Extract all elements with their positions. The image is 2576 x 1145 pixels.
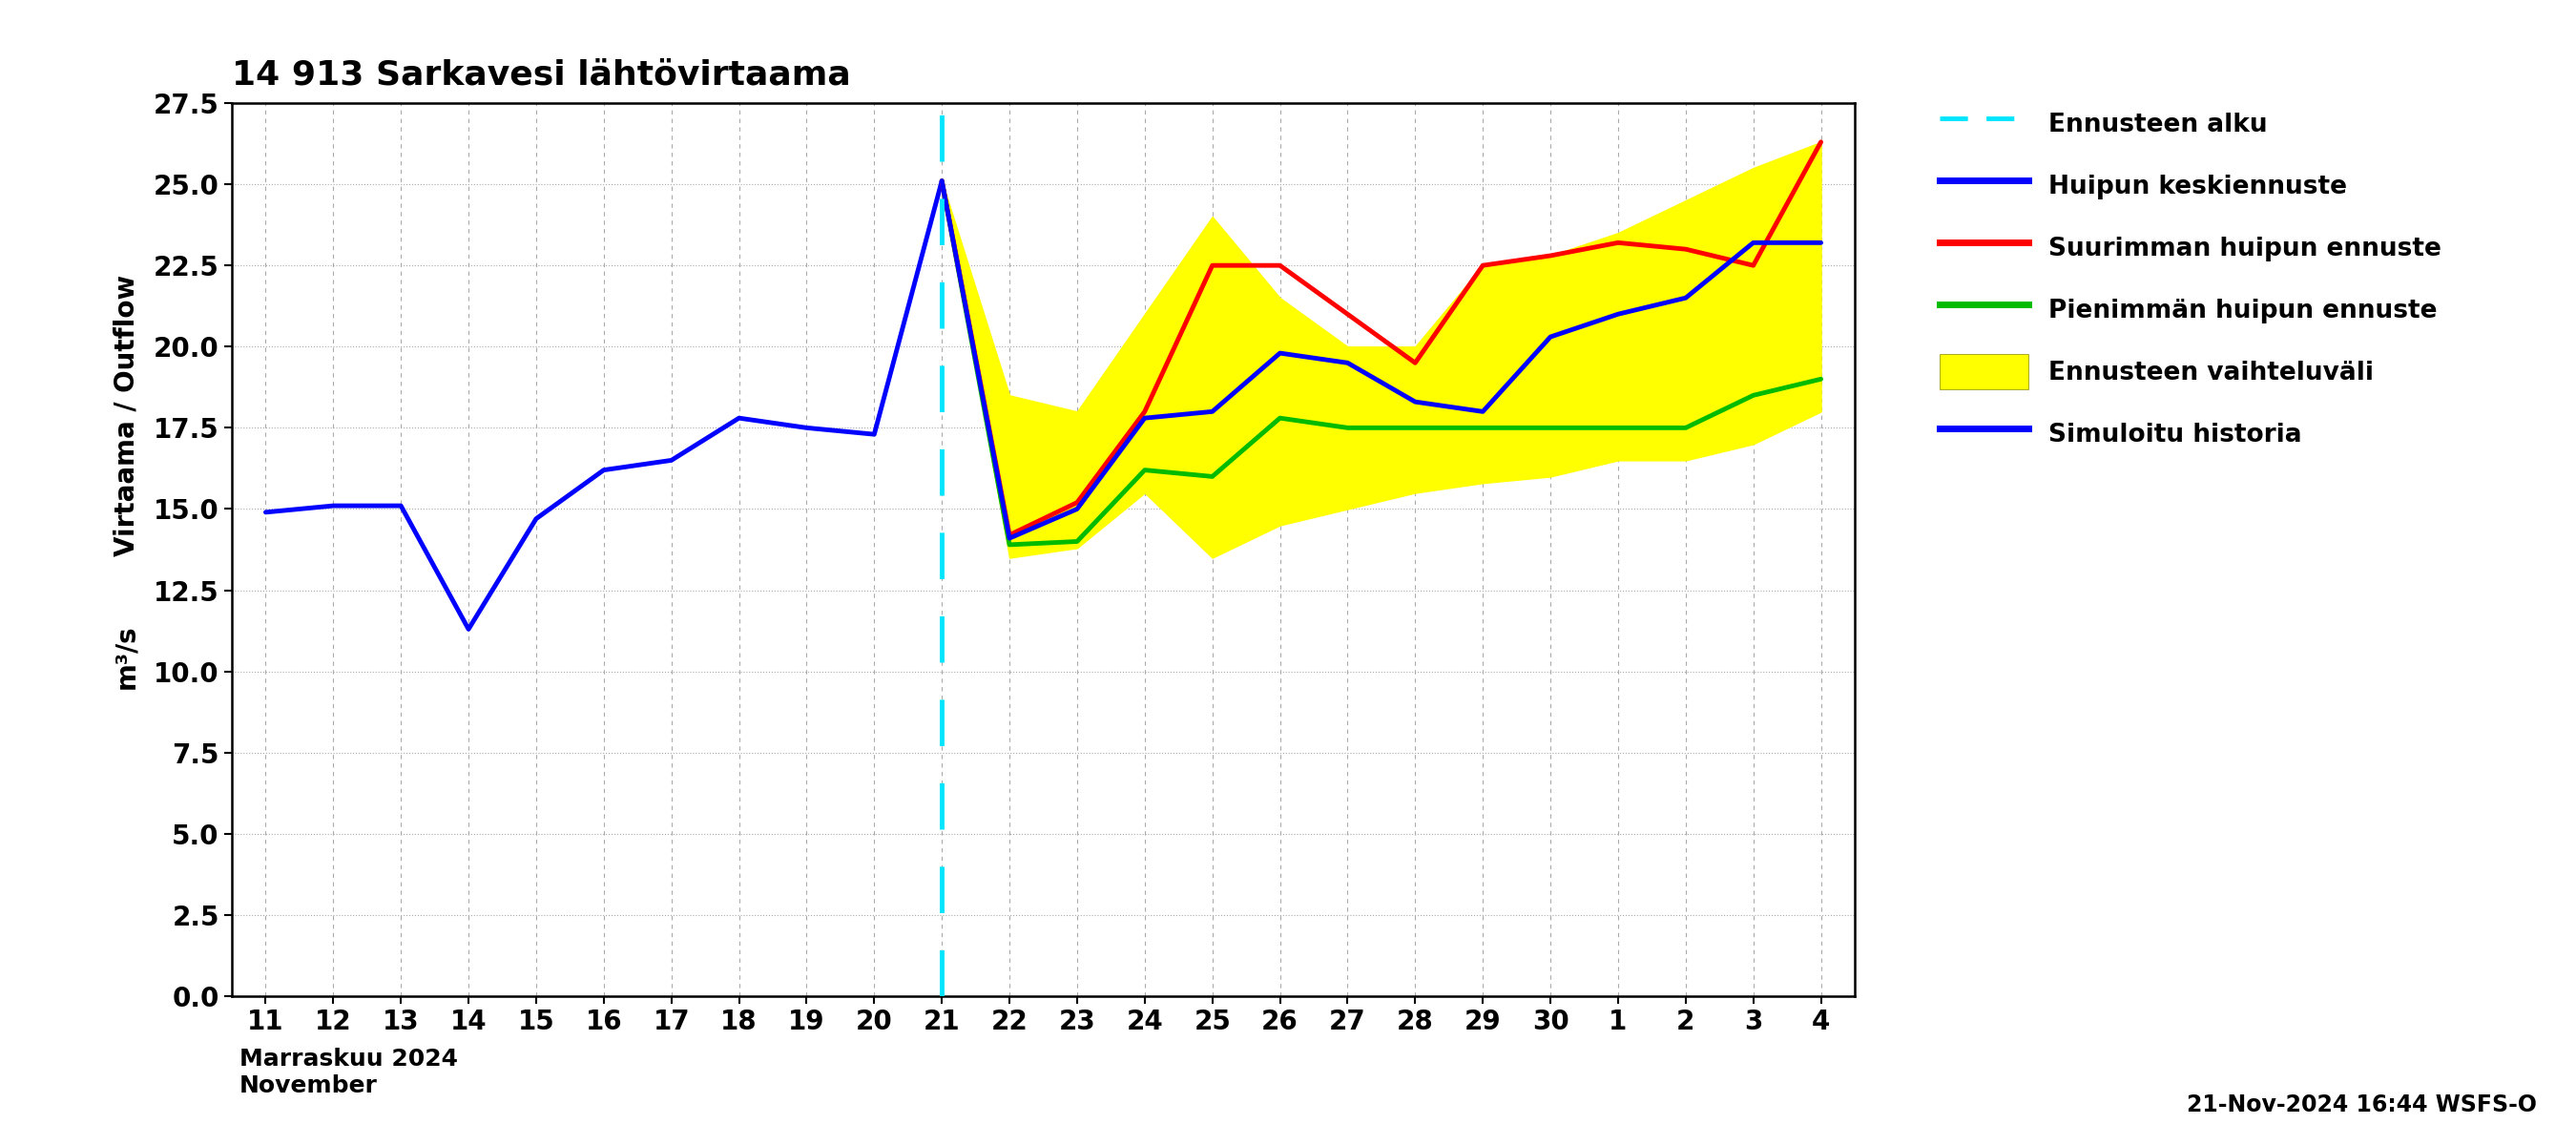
Text: m³/s: m³/s xyxy=(113,624,139,689)
Legend: Ennusteen alku, Huipun keskiennuste, Suurimman huipun ennuste, Pienimmän huipun : Ennusteen alku, Huipun keskiennuste, Suu… xyxy=(1932,97,2450,459)
Text: 21-Nov-2024 16:44 WSFS-O: 21-Nov-2024 16:44 WSFS-O xyxy=(2187,1093,2537,1116)
Text: Marraskuu 2024
November: Marraskuu 2024 November xyxy=(240,1048,459,1097)
Text: Virtaama / Outflow: Virtaama / Outflow xyxy=(113,275,139,556)
Text: 14 913 Sarkavesi lähtövirtaama: 14 913 Sarkavesi lähtövirtaama xyxy=(232,58,850,92)
